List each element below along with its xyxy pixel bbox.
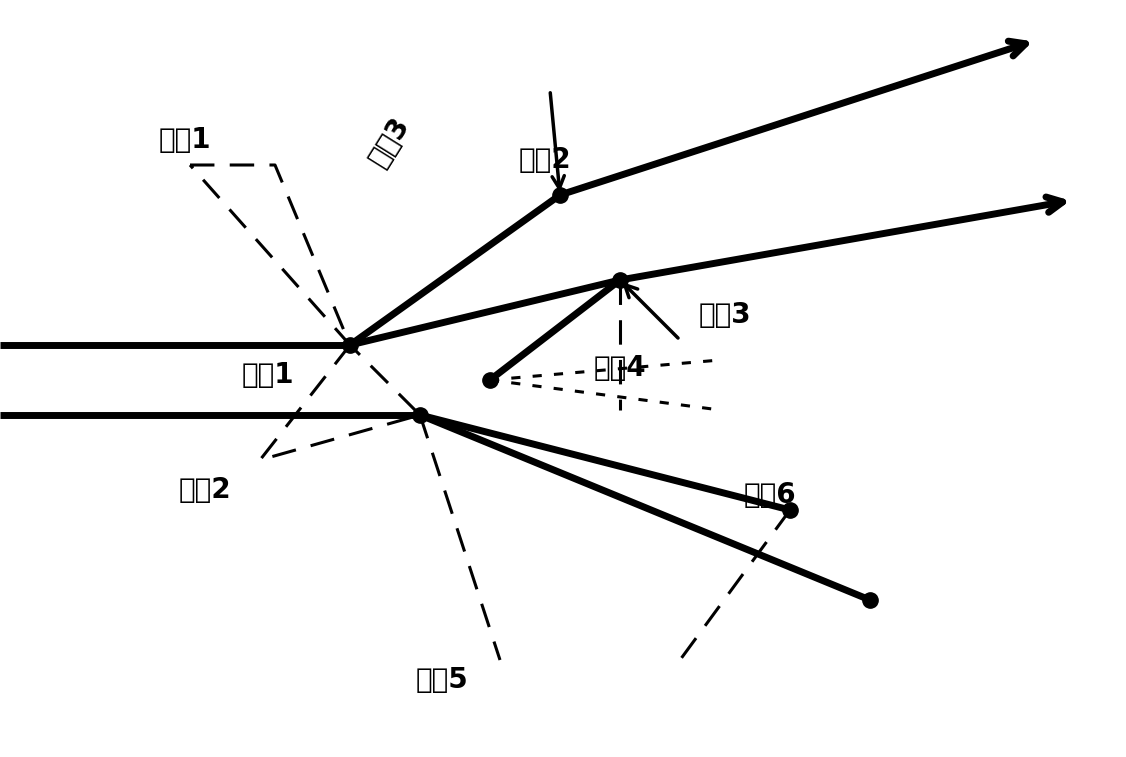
Text: 路段6: 路段6 bbox=[743, 481, 796, 509]
Text: 交点1: 交点1 bbox=[242, 361, 294, 389]
Text: 路段2: 路段2 bbox=[179, 476, 231, 504]
Text: 路段4: 路段4 bbox=[593, 354, 646, 382]
Text: 交点2: 交点2 bbox=[519, 146, 571, 174]
Text: 交点3: 交点3 bbox=[699, 301, 751, 329]
Text: 路段5: 路段5 bbox=[415, 666, 468, 694]
Text: 路段3: 路段3 bbox=[364, 112, 415, 172]
Text: 路段1: 路段1 bbox=[159, 126, 212, 154]
